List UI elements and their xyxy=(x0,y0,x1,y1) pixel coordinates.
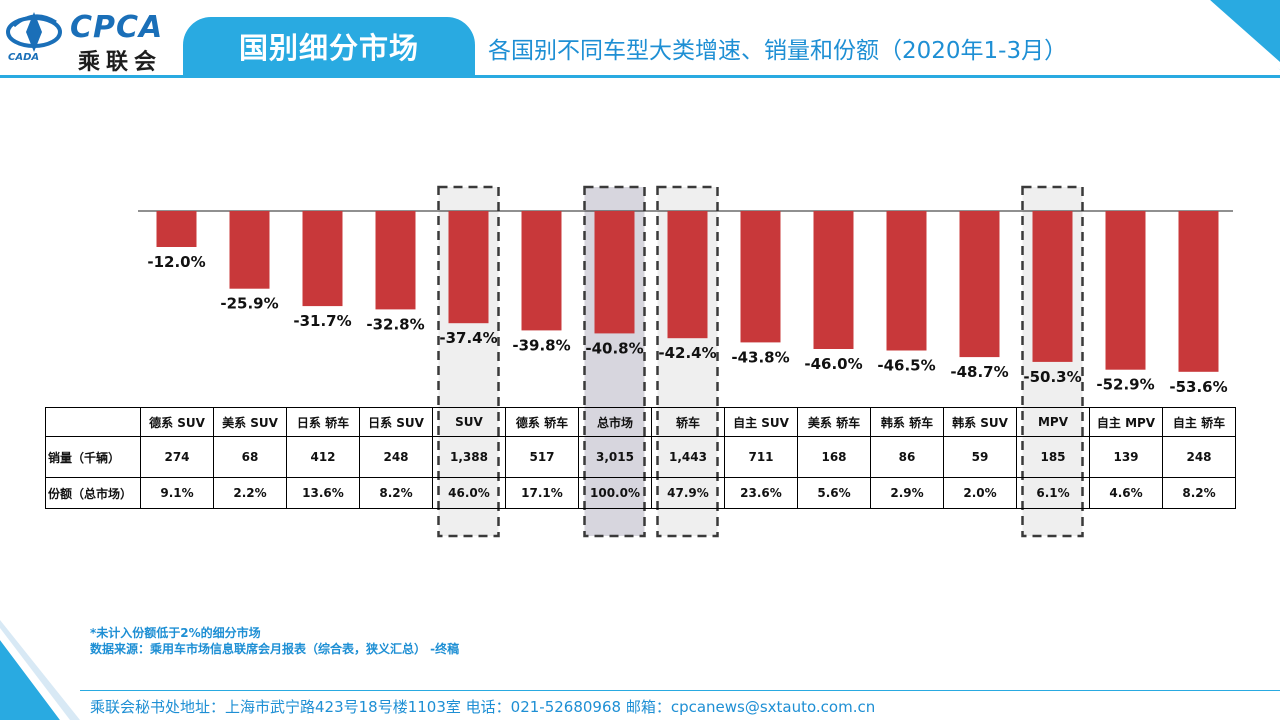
sales-cell-14: 248 xyxy=(1162,436,1236,478)
category-cell-1: 美系 SUV xyxy=(213,407,287,437)
logo-chinese: 乘联会 xyxy=(78,50,163,75)
category-cell-14: 自主 轿车 xyxy=(1162,407,1236,437)
category-cell-6: 总市场 xyxy=(578,407,652,437)
bar-1 xyxy=(229,211,270,289)
bar-9 xyxy=(813,211,854,349)
category-cell-10: 韩系 轿车 xyxy=(870,407,944,437)
sales-cell-8: 711 xyxy=(724,436,798,478)
data-label-14: -53.6% xyxy=(1169,378,1227,396)
share-cell-10: 2.9% xyxy=(870,477,944,509)
share-cell-6: 100.0% xyxy=(578,477,652,509)
footnote-source: 数据来源：乘用车市场信息联席会月报表（综合表，狭义汇总） -终稿 xyxy=(90,642,460,656)
bar-14 xyxy=(1178,211,1219,372)
sales-cell-7: 1,443 xyxy=(651,436,725,478)
sales-cell-4: 1,388 xyxy=(432,436,506,478)
table-header-row: 德系 SUV 美系 SUV 日系 轿车 日系 SUV SUV 德系 轿车 总市场 轿车 自主 S… xyxy=(45,407,1236,437)
data-label-5: -39.8% xyxy=(512,336,570,354)
section-title: 国别细分市场 xyxy=(183,17,475,75)
category-cell-12: MPV xyxy=(1016,407,1090,437)
data-label-6: -40.8% xyxy=(585,339,643,357)
table-row-share: 份额（总市场） 9.1% 2.2% 13.6% 8.2% 46.0% 17.1% 100.0… xyxy=(45,477,1236,509)
category-cell-13: 自主 MPV xyxy=(1089,407,1163,437)
category-cell-8: 自主 SUV xyxy=(724,407,798,437)
logo-sub: CADA xyxy=(8,52,40,63)
category-cell-9: 美系 轿车 xyxy=(797,407,871,437)
table-row-sales: 销量（千辆） 274 68 412 248 1,388 517 3,015 1,443 711 1… xyxy=(45,436,1236,478)
sales-cell-10: 86 xyxy=(870,436,944,478)
logo-emblem-icon xyxy=(6,12,62,52)
sales-cell-11: 59 xyxy=(943,436,1017,478)
bar-4 xyxy=(448,211,489,324)
data-label-3: -32.8% xyxy=(366,315,424,333)
row-label-share: 份额（总市场） xyxy=(45,477,141,509)
data-label-1: -25.9% xyxy=(220,295,278,313)
footnote-share: *未计入份额低于2%的细分市场 xyxy=(90,626,261,640)
share-cell-11: 2.0% xyxy=(943,477,1017,509)
data-label-11: -48.7% xyxy=(950,363,1008,381)
data-label-13: -52.9% xyxy=(1096,376,1154,394)
share-cell-7: 47.9% xyxy=(651,477,725,509)
data-label-4: -37.4% xyxy=(439,329,497,347)
page-subtitle: 各国别不同车型大类增速、销量和份额（2020年1-3月） xyxy=(488,38,1068,64)
sales-cell-12: 185 xyxy=(1016,436,1090,478)
table-corner-cell xyxy=(45,407,141,437)
data-label-12: -50.3% xyxy=(1023,368,1081,386)
category-cell-2: 日系 轿车 xyxy=(286,407,360,437)
data-label-10: -46.5% xyxy=(877,357,935,375)
sales-cell-1: 68 xyxy=(213,436,287,478)
bar-7 xyxy=(667,211,708,339)
data-table: 德系 SUV 美系 SUV 日系 轿车 日系 SUV SUV 德系 轿车 总市场 轿车 自主 S… xyxy=(45,407,1236,509)
bar-0 xyxy=(156,211,197,247)
share-cell-1: 2.2% xyxy=(213,477,287,509)
bar-10 xyxy=(886,211,927,351)
sales-cell-6: 3,015 xyxy=(578,436,652,478)
category-cell-0: 德系 SUV xyxy=(140,407,214,437)
share-cell-12: 6.1% xyxy=(1016,477,1090,509)
bar-13 xyxy=(1105,211,1146,370)
bar-6 xyxy=(594,211,635,334)
category-cell-7: 轿车 xyxy=(651,407,725,437)
share-cell-2: 13.6% xyxy=(286,477,360,509)
bar-11 xyxy=(959,211,1000,358)
footer-divider xyxy=(80,690,1280,691)
share-cell-13: 4.6% xyxy=(1089,477,1163,509)
share-cell-3: 8.2% xyxy=(359,477,433,509)
category-cell-3: 日系 SUV xyxy=(359,407,433,437)
data-label-7: -42.4% xyxy=(658,344,716,362)
header-divider xyxy=(0,75,1280,78)
bar-3 xyxy=(375,211,416,310)
bar-8 xyxy=(740,211,781,343)
category-cell-11: 韩系 SUV xyxy=(943,407,1017,437)
data-label-0: -12.0% xyxy=(147,253,205,271)
data-label-9: -46.0% xyxy=(804,355,862,373)
bar-12 xyxy=(1032,211,1073,362)
share-cell-4: 46.0% xyxy=(432,477,506,509)
sales-cell-0: 274 xyxy=(140,436,214,478)
data-label-8: -43.8% xyxy=(731,348,789,366)
share-cell-8: 23.6% xyxy=(724,477,798,509)
share-cell-5: 17.1% xyxy=(505,477,579,509)
corner-decoration-bottom xyxy=(0,620,80,720)
sales-cell-5: 517 xyxy=(505,436,579,478)
logo-text: CPCA xyxy=(70,10,164,45)
sales-cell-3: 248 xyxy=(359,436,433,478)
data-label-2: -31.7% xyxy=(293,312,351,330)
sales-cell-2: 412 xyxy=(286,436,360,478)
share-cell-9: 5.6% xyxy=(797,477,871,509)
footer-contact: 乘联会秘书处地址：上海市武宁路423号18号楼1103室 电话：021-5268… xyxy=(90,698,876,716)
share-cell-14: 8.2% xyxy=(1162,477,1236,509)
sales-cell-13: 139 xyxy=(1089,436,1163,478)
category-cell-5: 德系 轿车 xyxy=(505,407,579,437)
corner-decoration xyxy=(1200,0,1280,70)
cpca-logo: CPCA 乘联会 CADA xyxy=(4,8,174,75)
share-cell-0: 9.1% xyxy=(140,477,214,509)
bar-5 xyxy=(521,211,562,331)
category-cell-4: SUV xyxy=(432,407,506,437)
bar-2 xyxy=(302,211,343,307)
row-label-sales: 销量（千辆） xyxy=(45,436,141,478)
sales-cell-9: 168 xyxy=(797,436,871,478)
